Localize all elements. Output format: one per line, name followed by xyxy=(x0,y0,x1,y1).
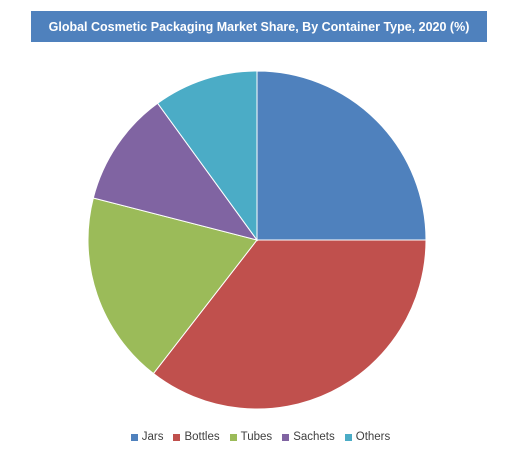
legend-swatch xyxy=(130,433,138,441)
pie-slice-jars xyxy=(256,70,427,241)
legend-item-bottles: Bottles xyxy=(173,431,220,443)
chart-title: Global Cosmetic Packaging Market Share, … xyxy=(31,11,487,42)
legend-item-tubes: Tubes xyxy=(229,431,273,443)
legend-swatch xyxy=(173,433,181,441)
chart-legend: Jars Bottles Tubes Sachets Others xyxy=(0,428,521,446)
legend-item-others: Others xyxy=(344,431,391,443)
pie-slice-tubes xyxy=(87,197,258,375)
legend-item-jars: Jars xyxy=(130,431,164,443)
legend-label: Bottles xyxy=(184,431,220,443)
legend-label: Jars xyxy=(141,431,164,443)
legend-label: Tubes xyxy=(240,431,273,443)
legend-swatch xyxy=(229,433,237,441)
pie-slice-others xyxy=(156,70,258,242)
pie-slice-sachets xyxy=(92,102,259,241)
legend-label: Others xyxy=(355,431,391,443)
pie-slice-bottles xyxy=(152,239,427,410)
legend-swatch xyxy=(344,433,352,441)
legend-label: Sachets xyxy=(293,431,335,443)
legend-item-sachets: Sachets xyxy=(282,431,335,443)
legend-swatch xyxy=(282,433,290,441)
